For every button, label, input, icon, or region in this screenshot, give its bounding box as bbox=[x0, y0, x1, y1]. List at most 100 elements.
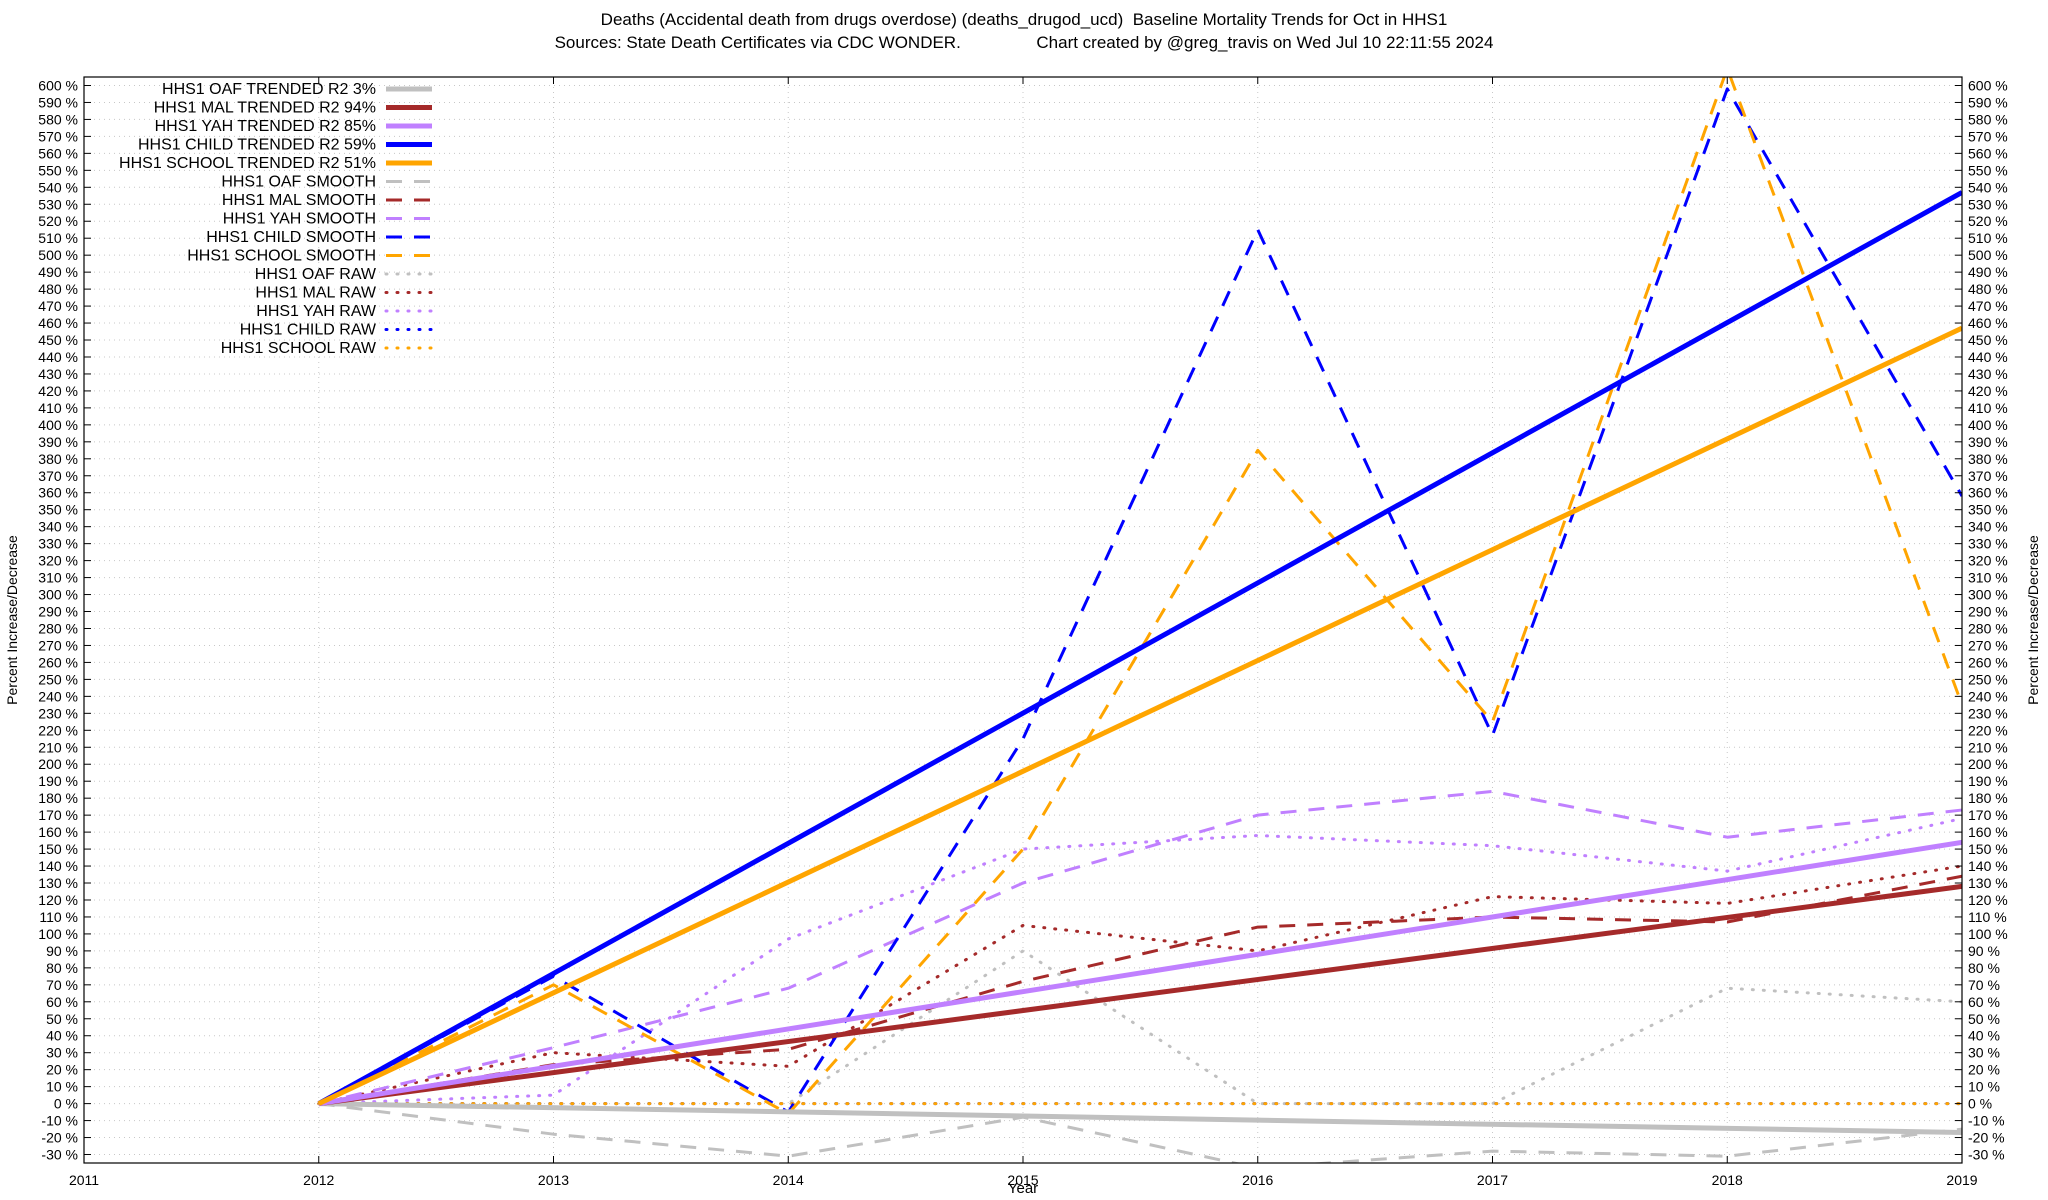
y-tick-label: 270 % bbox=[38, 637, 78, 653]
y-tick-label: 460 % bbox=[38, 315, 78, 331]
x-tick-label: 2011 bbox=[69, 1172, 99, 1188]
y-tick-label: 120 % bbox=[38, 892, 78, 908]
x-axis-label: Year bbox=[1008, 1180, 1038, 1197]
y-tick-label: 10 % bbox=[46, 1079, 78, 1095]
y-tick-label: 370 % bbox=[38, 468, 78, 484]
series-line-hhs1-child-smooth bbox=[318, 87, 1962, 1114]
y-tick-label: -10 % bbox=[41, 1113, 78, 1129]
y2-tick-label: 10 % bbox=[1968, 1079, 2000, 1095]
y2-tick-label: 50 % bbox=[1968, 1011, 2000, 1027]
y-tick-label: 100 % bbox=[38, 926, 78, 942]
y2-tick-label: 100 % bbox=[1968, 926, 2008, 942]
y-tick-label: 470 % bbox=[38, 298, 78, 314]
y-tick-label: 40 % bbox=[46, 1028, 78, 1044]
x-tick-label: 2015 bbox=[1007, 1172, 1038, 1188]
chart-subtitle: Sources: State Death Certificates via CD… bbox=[554, 33, 1494, 52]
y-tick-label: 440 % bbox=[38, 349, 78, 365]
y-tick-label: 400 % bbox=[38, 417, 78, 433]
legend-label: HHS1 SCHOOL TRENDED R2 51% bbox=[119, 155, 376, 172]
legend-label: HHS1 OAF RAW bbox=[255, 266, 377, 283]
legend-label: HHS1 OAF TRENDED R2 3% bbox=[162, 81, 376, 98]
y-tick-label: 300 % bbox=[38, 587, 78, 603]
y2-tick-label: 190 % bbox=[1968, 773, 2008, 789]
legend: HHS1 OAF TRENDED R2 3% HHS1 MAL TRENDED R… bbox=[119, 81, 434, 357]
y-tick-label: 560 % bbox=[38, 145, 78, 161]
legend-label: HHS1 CHILD RAW bbox=[240, 322, 377, 339]
legend-label: HHS1 SCHOOL RAW bbox=[221, 340, 377, 357]
y2-tick-label: 30 % bbox=[1968, 1045, 2000, 1061]
y2-tick-label: 580 % bbox=[1968, 111, 2008, 127]
x-tick-label: 2014 bbox=[773, 1172, 804, 1188]
y2-tick-label: 210 % bbox=[1968, 739, 2008, 755]
y-tick-label: 570 % bbox=[38, 128, 78, 144]
y-tick-label: 290 % bbox=[38, 604, 78, 620]
legend-label: HHS1 MAL SMOOTH bbox=[222, 192, 376, 209]
y-tick-label: 490 % bbox=[38, 264, 78, 280]
y-tick-label: 600 % bbox=[38, 77, 78, 93]
legend-label: HHS1 MAL RAW bbox=[255, 285, 377, 302]
series-lines bbox=[317, 77, 1962, 1163]
y2-tick-label: -10 % bbox=[1968, 1113, 2005, 1129]
y-tick-label: 220 % bbox=[38, 722, 78, 738]
y2-tick-label: 600 % bbox=[1968, 77, 2008, 93]
y-tick-label: 210 % bbox=[38, 739, 78, 755]
y2-tick-label: 550 % bbox=[1968, 162, 2008, 178]
y-tick-label: 360 % bbox=[38, 485, 78, 501]
y-tick-label: 90 % bbox=[46, 943, 78, 959]
y2-tick-label: 390 % bbox=[1968, 434, 2008, 450]
y2-tick-label: 410 % bbox=[1968, 400, 2008, 416]
y2-tick-label: 460 % bbox=[1968, 315, 2008, 331]
y-tick-label: 580 % bbox=[38, 111, 78, 127]
y2-tick-label: 230 % bbox=[1968, 705, 2008, 721]
y2-tick-label: 340 % bbox=[1968, 519, 2008, 535]
y-tick-label: 540 % bbox=[38, 179, 78, 195]
y-tick-label: 420 % bbox=[38, 383, 78, 399]
series-line-hhs1-yah-raw bbox=[317, 817, 1962, 1106]
y2-tick-label: 510 % bbox=[1968, 230, 2008, 246]
y2-tick-label: 140 % bbox=[1968, 858, 2008, 874]
y-tick-label: 520 % bbox=[38, 213, 78, 229]
legend-label: HHS1 OAF SMOOTH bbox=[221, 174, 376, 191]
y-tick-label: 260 % bbox=[38, 654, 78, 670]
y2-tick-label: 150 % bbox=[1968, 841, 2008, 857]
y2-tick-label: 160 % bbox=[1968, 824, 2008, 840]
y2-tick-label: -20 % bbox=[1968, 1130, 2005, 1146]
y-tick-label: 380 % bbox=[38, 451, 78, 467]
y-tick-label: 280 % bbox=[38, 620, 78, 636]
y-tick-label: 390 % bbox=[38, 434, 78, 450]
x-tick-label: 2012 bbox=[303, 1172, 334, 1188]
y2-tick-label: 40 % bbox=[1968, 1028, 2000, 1044]
series-line-hhs1-oaf-trended bbox=[318, 1101, 1962, 1135]
x-tick-label: 2018 bbox=[1712, 1172, 1743, 1188]
y2-tick-label: 590 % bbox=[1968, 94, 2008, 110]
axes: -30 % -30 %-20 % -20 %-10 % -10 %0 % 0 %10 %… bbox=[4, 77, 2041, 1197]
y-tick-label: 430 % bbox=[38, 366, 78, 382]
y-tick-label: 250 % bbox=[38, 671, 78, 687]
y-tick-label: 80 % bbox=[46, 960, 78, 976]
y-tick-label: 480 % bbox=[38, 281, 78, 297]
y2-tick-label: 180 % bbox=[1968, 790, 2008, 806]
y2-tick-label: 240 % bbox=[1968, 688, 2008, 704]
series-line-hhs1-yah-smooth bbox=[318, 789, 1962, 1106]
y2-tick-label: 380 % bbox=[1968, 451, 2008, 467]
y-tick-label: 0 % bbox=[54, 1096, 78, 1112]
y-tick-label: 50 % bbox=[46, 1011, 78, 1027]
y-tick-label: 60 % bbox=[46, 994, 78, 1010]
series-line-hhs1-yah-trended bbox=[318, 839, 1962, 1107]
y2-tick-label: 540 % bbox=[1968, 179, 2008, 195]
series-line-hhs1-school-smooth bbox=[318, 77, 1962, 1116]
y-tick-label: 70 % bbox=[46, 977, 78, 993]
y-tick-label: 350 % bbox=[38, 502, 78, 518]
y2-tick-label: 520 % bbox=[1968, 213, 2008, 229]
y-tick-label: 200 % bbox=[38, 756, 78, 772]
y2-tick-label: 440 % bbox=[1968, 349, 2008, 365]
legend-label: HHS1 CHILD SMOOTH bbox=[206, 229, 376, 246]
x-tick-label: 2016 bbox=[1242, 1172, 1273, 1188]
y2-tick-label: 60 % bbox=[1968, 994, 2000, 1010]
y2-tick-label: 450 % bbox=[1968, 332, 2008, 348]
y-tick-label: -30 % bbox=[41, 1147, 78, 1163]
y2-tick-label: 70 % bbox=[1968, 977, 2000, 993]
y2-tick-label: 90 % bbox=[1968, 943, 2000, 959]
y2-tick-label: 330 % bbox=[1968, 536, 2008, 552]
